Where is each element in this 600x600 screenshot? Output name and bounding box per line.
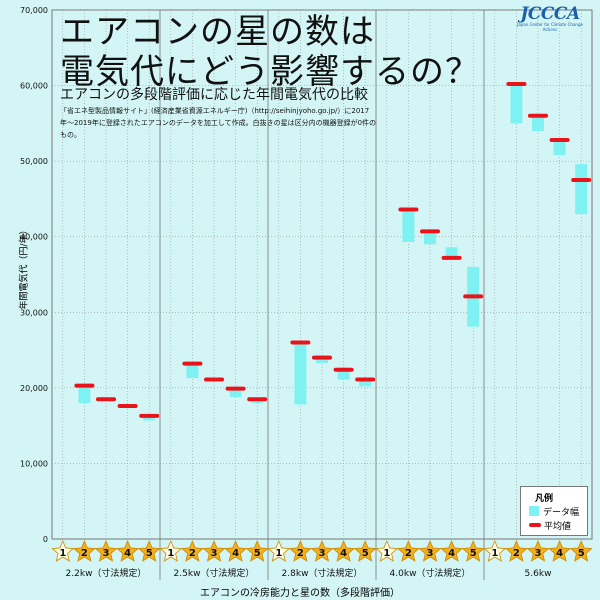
subtitle: エアコンの多段階評価に応じた年間電気代の比較 [60, 87, 368, 103]
range-bar [359, 378, 372, 387]
y-tick-label: 70,000 [20, 6, 48, 15]
star-number-label: 2 [297, 548, 304, 559]
star-number-label: 2 [81, 548, 88, 559]
range-bar [445, 247, 458, 259]
range-bar [510, 82, 523, 124]
star-number-label: 2 [405, 548, 412, 559]
legend-item-range: データ幅 [529, 505, 580, 518]
legend-title: 凡例 [535, 494, 554, 504]
star-number-label: 1 [383, 548, 390, 559]
group-label: 2.2kw（寸法規定） [66, 567, 147, 579]
star-number-label: 1 [167, 548, 174, 559]
star-number-label: 3 [427, 548, 434, 559]
star-icon [137, 539, 161, 562]
legend-label-average: 平均値 [544, 521, 572, 532]
star-icon [72, 539, 96, 562]
legend-item-average: 平均値 [529, 519, 572, 532]
range-bar [553, 139, 566, 156]
y-tick-label: 40,000 [20, 233, 48, 242]
star-icon [396, 539, 420, 562]
star-icon [180, 539, 204, 562]
star-icon [332, 539, 356, 562]
star-icon [224, 539, 248, 562]
range-bar [294, 342, 307, 405]
star-number-label: 3 [103, 548, 110, 559]
y-tick-label: 30,000 [20, 308, 48, 317]
star-hollow-icon [483, 539, 507, 562]
range-bar [575, 164, 588, 215]
star-icon [461, 539, 485, 562]
star-icon [526, 539, 550, 562]
legend: 凡例 データ幅 平均値 [520, 486, 588, 536]
legend-swatch-range [529, 506, 539, 516]
y-tick-label: 20,000 [20, 384, 48, 393]
group-label: 5.6kw [525, 569, 552, 579]
logo-text: JCCCA [520, 4, 580, 24]
star-icon [418, 539, 442, 562]
star-number-label: 5 [362, 548, 369, 559]
star-number-label: 4 [448, 548, 455, 559]
star-icon [569, 539, 593, 562]
y-tick-label: 60,000 [20, 82, 48, 91]
star-number-label: 5 [146, 548, 153, 559]
group-label: 4.0kw（寸法規定） [390, 567, 471, 579]
star-hollow-icon [375, 539, 399, 562]
star-icon [202, 539, 226, 562]
star-icon [440, 539, 464, 562]
range-bar [229, 387, 242, 397]
star-number-label: 3 [535, 548, 542, 559]
star-number-label: 5 [578, 548, 585, 559]
jccca-logo: JCCCA Japan Center for Climate Change Ac… [514, 4, 586, 38]
legend-swatch-average [529, 523, 541, 527]
legend-label-range: データ幅 [543, 507, 580, 518]
x-axis-label: エアコンの冷房能力と星の数（多段階評価） [200, 588, 400, 599]
source-note: 「省エネ型製品情報サイト」(経済産業省資源エネルギー庁)（http://seih… [60, 107, 377, 139]
star-number-label: 4 [232, 548, 239, 559]
star-icon [548, 539, 572, 562]
star-number-label: 4 [124, 548, 131, 559]
star-number-label: 3 [211, 548, 218, 559]
group-label: 2.8kw（寸法規定） [282, 567, 363, 579]
star-number-label: 5 [470, 548, 477, 559]
star-number-label: 4 [556, 548, 563, 559]
star-number-label: 2 [513, 548, 520, 559]
range-bar [78, 384, 91, 403]
y-tick-label: 0 [43, 535, 48, 544]
title-line-1: エアコンの星の数は [60, 12, 375, 52]
star-number-label: 5 [254, 548, 261, 559]
star-number-label: 1 [275, 548, 282, 559]
star-number-label: 3 [319, 548, 326, 559]
star-icon [94, 539, 118, 562]
range-bar [424, 229, 436, 245]
star-icon [310, 539, 334, 562]
range-bar [402, 207, 415, 243]
range-bar [532, 114, 544, 131]
star-icon [288, 539, 312, 562]
title-line-2: 電気代にどう影響するの？ [60, 52, 480, 92]
star-number-label: 1 [491, 548, 498, 559]
star-hollow-icon [267, 539, 291, 562]
star-hollow-icon [51, 539, 75, 562]
star-icon [353, 539, 377, 562]
star-icon [245, 539, 269, 562]
range-bar [186, 362, 199, 379]
star-icon [116, 539, 140, 562]
star-number-label: 4 [340, 548, 347, 559]
y-tick-label: 50,000 [20, 157, 48, 166]
star-hollow-icon [159, 539, 183, 562]
star-icon [504, 539, 528, 562]
star-number-label: 1 [59, 548, 66, 559]
logo-subtext: Japan Center for Climate Change Actions [517, 22, 583, 32]
y-axis-label: 年間電気代（円/年） [19, 225, 30, 310]
star-number-label: 2 [189, 548, 196, 559]
y-tick-label: 10,000 [20, 459, 48, 468]
group-label: 2.5kw（寸法規定） [174, 567, 255, 579]
